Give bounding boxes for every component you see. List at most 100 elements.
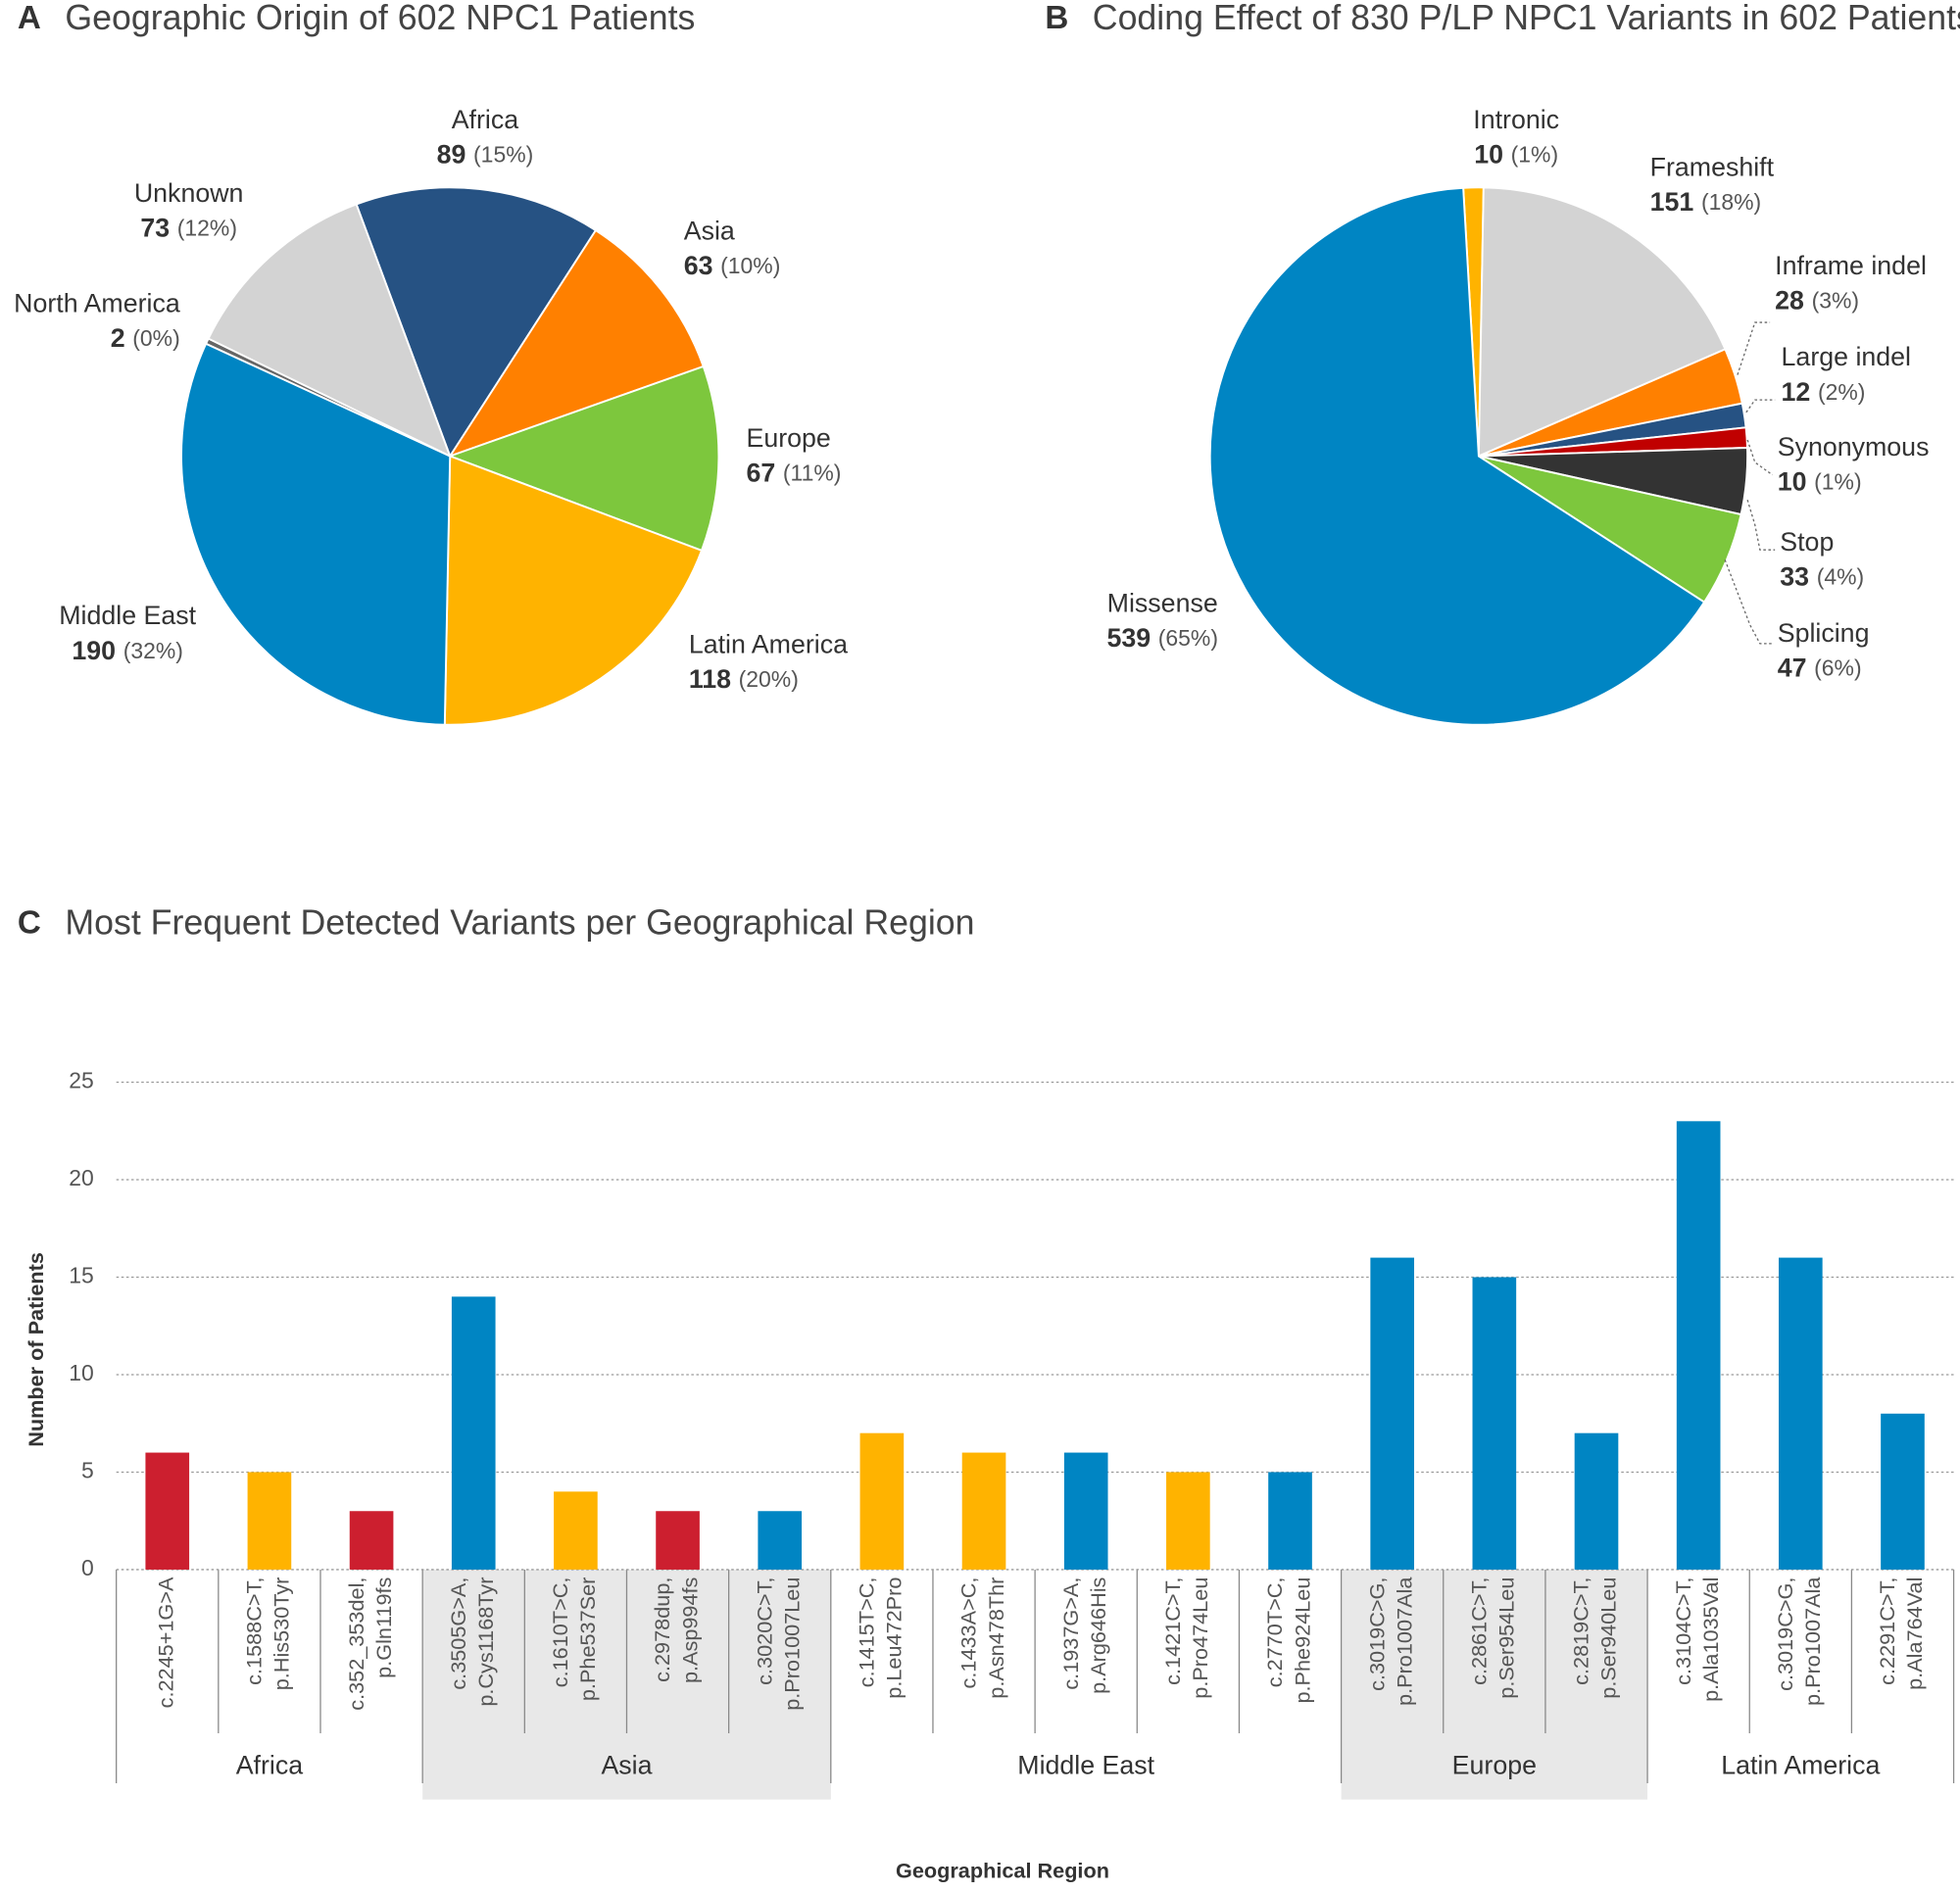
slice-count: 10 — [1778, 467, 1807, 497]
x-tick-label: c.1610T>C, — [548, 1577, 572, 1688]
slice-percent: (6%) — [1814, 655, 1861, 681]
slice-percent: (32%) — [123, 638, 183, 663]
x-tick-label: c.3019C>G, — [1364, 1577, 1389, 1691]
slice-percent: (0%) — [132, 325, 179, 351]
slice-count: 118 — [689, 664, 731, 694]
slice-label: Synonymous — [1778, 432, 1930, 461]
x-tick-label: p.Phe537Ser — [575, 1577, 600, 1702]
panel-letter: B — [1045, 0, 1068, 36]
x-tick-label: p.Gln119fs — [371, 1577, 396, 1677]
x-tick-label: p.Phe924Leu — [1290, 1577, 1314, 1704]
bar — [1676, 1121, 1721, 1570]
x-tick-label: c.2770T>C, — [1262, 1577, 1287, 1688]
pie-slice — [1208, 186, 1706, 726]
x-tick-label: c.1588C>T, — [242, 1577, 267, 1685]
pie-slice — [180, 342, 452, 726]
panel-title: Most Frequent Detected Variants per Geog… — [65, 902, 974, 942]
slice-value: 539 (65%) — [1106, 623, 1218, 653]
slice-percent: (10%) — [720, 253, 780, 278]
slice-count: 63 — [684, 251, 713, 280]
x-tick-label: p.Cys1168Tyr — [473, 1577, 498, 1707]
x-tick-label: p.Pro1007Ala — [1800, 1577, 1825, 1706]
slice-percent: (3%) — [1812, 288, 1859, 314]
slice-percent: (2%) — [1818, 379, 1865, 405]
y-tick-label: 15 — [69, 1263, 94, 1288]
slice-percent: (1%) — [1511, 141, 1558, 167]
slice-percent: (12%) — [177, 216, 237, 241]
pie-slice — [447, 228, 705, 459]
slice-value: 33 (4%) — [1780, 562, 1864, 592]
slice-value: 10 (1%) — [1778, 467, 1862, 497]
slice-count: 33 — [1780, 562, 1809, 592]
slice-value: 151 (18%) — [1650, 187, 1762, 217]
bar — [349, 1511, 394, 1570]
slice-percent: (20%) — [739, 666, 799, 692]
x-tick-label: p.Asn478Thr — [984, 1577, 1008, 1699]
x-tick-label: p.Arg646His — [1086, 1577, 1110, 1693]
x-tick-label: c.3505G>A, — [446, 1577, 470, 1690]
slice-label: Stop — [1780, 527, 1834, 557]
region-band — [1341, 1569, 1648, 1800]
slice-percent: (18%) — [1701, 189, 1761, 215]
x-tick-label: c.3019C>G, — [1773, 1577, 1797, 1691]
slice-label: Inframe indel — [1775, 251, 1927, 280]
slice-count: 47 — [1778, 654, 1807, 683]
y-tick-label: 5 — [81, 1458, 94, 1483]
slice-count: 2 — [111, 323, 125, 353]
bar — [554, 1491, 598, 1570]
bar — [1472, 1277, 1517, 1570]
leader-line — [1746, 499, 1776, 551]
panel-title: Geographic Origin of 602 NPC1 Patients — [65, 0, 695, 37]
x-tick-label: c.352_353del, — [344, 1577, 368, 1711]
slice-percent: (65%) — [1158, 625, 1218, 651]
bar — [1063, 1452, 1108, 1570]
slice-count: 539 — [1106, 623, 1151, 653]
region-label: Asia — [601, 1751, 652, 1780]
slice-percent: (15%) — [473, 141, 533, 167]
slice-label: Europe — [746, 423, 830, 453]
bar — [1166, 1472, 1210, 1570]
bar — [1268, 1472, 1312, 1570]
x-tick-label: p.Ser954Leu — [1494, 1577, 1519, 1699]
x-tick-label: p.Pro1007Ala — [1392, 1577, 1416, 1706]
bar — [1881, 1413, 1925, 1570]
leader-line — [1737, 321, 1771, 375]
slice-label: Middle East — [59, 601, 196, 630]
x-tick-label: c.1421C>T, — [1160, 1577, 1185, 1685]
region-label: Latin America — [1721, 1751, 1880, 1780]
x-tick-label: p.His530Tyr — [270, 1577, 294, 1691]
slice-count: 190 — [72, 636, 116, 665]
y-tick-label: 20 — [69, 1165, 94, 1190]
bar — [1574, 1432, 1619, 1570]
y-tick-label: 10 — [69, 1360, 94, 1385]
panel-letter: A — [18, 0, 41, 36]
x-tick-label: c.1415T>C, — [855, 1577, 879, 1688]
x-tick-label: c.3020C>T, — [752, 1577, 776, 1685]
y-tick-label: 0 — [81, 1555, 94, 1580]
pie-slice — [447, 364, 720, 553]
leader-line — [1745, 399, 1776, 413]
slice-count: 12 — [1782, 377, 1811, 407]
slice-label: Unknown — [134, 178, 244, 208]
panel-letter: C — [18, 905, 41, 942]
leader-line — [1746, 439, 1773, 476]
bar — [1370, 1257, 1414, 1570]
slice-label: Splicing — [1778, 618, 1870, 648]
slice-count: 73 — [140, 214, 170, 243]
bar — [859, 1432, 905, 1570]
bar — [1778, 1257, 1823, 1570]
x-tick-label: c.1937G>A, — [1058, 1577, 1083, 1690]
slice-value: 47 (6%) — [1778, 654, 1862, 683]
x-tick-label: c.1433A>C, — [956, 1577, 981, 1689]
slice-percent: (1%) — [1814, 469, 1861, 495]
bar — [961, 1452, 1006, 1570]
pie-slice — [443, 455, 704, 726]
slice-value: 67 (11%) — [746, 459, 841, 488]
bar — [247, 1472, 292, 1570]
region-label: Africa — [236, 1751, 304, 1780]
slice-count: 89 — [437, 140, 466, 170]
leader-line — [1724, 559, 1773, 645]
slice-percent: (11%) — [783, 461, 841, 486]
bar — [758, 1511, 803, 1570]
